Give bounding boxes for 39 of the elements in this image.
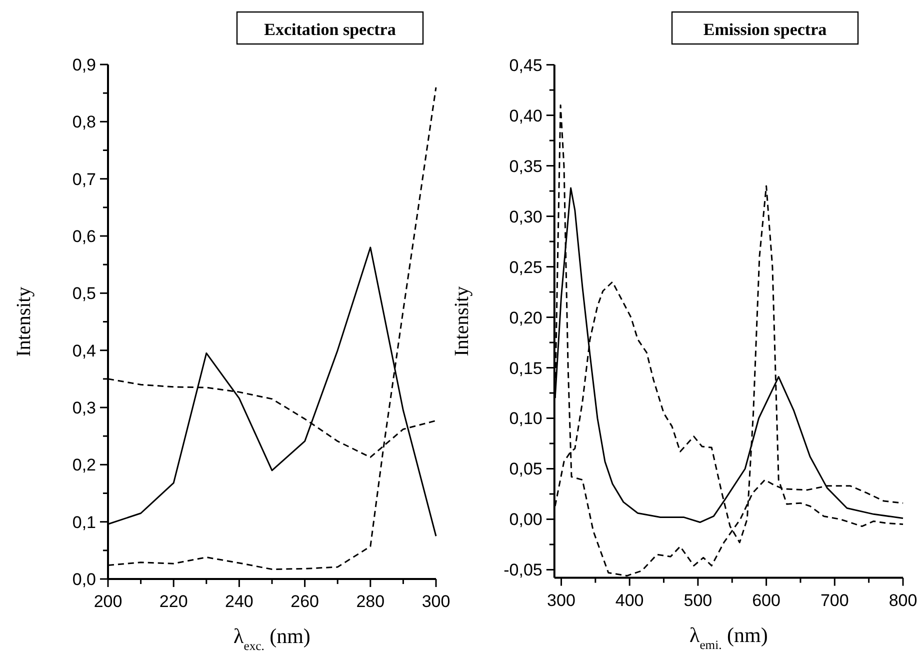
- x-tick-label: 200: [94, 592, 122, 611]
- x-tick-label: 800: [888, 590, 918, 610]
- y-tick-label: 0,30: [509, 207, 542, 226]
- y-tick-label: 0,4: [72, 341, 96, 360]
- x-axis-title: λ$_{emi.}$ (nm): [690, 622, 768, 652]
- y-tick-label: 0,5: [72, 284, 96, 304]
- y-tick-label: 0,25: [509, 258, 542, 277]
- x-tick-label: 600: [752, 590, 780, 610]
- y-axis-title: Intensity: [13, 286, 35, 357]
- x-tick-label: 700: [820, 590, 849, 610]
- x-axis-title: λ$_{exc.}$ (nm): [234, 624, 310, 653]
- y-tick-label: 0,3: [72, 398, 96, 418]
- x-tick-label: 260: [290, 592, 319, 611]
- y-tick-label: 0,7: [72, 170, 96, 189]
- chart-title: Emission spectra: [703, 20, 828, 39]
- x-tick-label: 500: [684, 590, 712, 610]
- y-tick-label: -0,05: [504, 560, 542, 580]
- y-tick-label: 0,35: [509, 156, 542, 176]
- x-tick-label: 400: [615, 590, 644, 610]
- y-tick-label: 0,1: [72, 512, 96, 532]
- y-tick-label: 0,20: [509, 308, 542, 328]
- y-axis-title: Intensity: [451, 286, 473, 356]
- y-tick-label: 0,0: [72, 570, 96, 589]
- y-tick-label: 0,2: [72, 456, 96, 475]
- y-tick-label: 0,15: [509, 358, 542, 378]
- y-tick-label: 0,10: [509, 409, 542, 428]
- x-tick-label: 280: [356, 592, 385, 611]
- y-tick-label: 0,05: [509, 460, 542, 479]
- chart-title: Excitation spectra: [264, 20, 396, 39]
- y-tick-label: 0,9: [72, 56, 96, 74]
- y-tick-label: 0,00: [509, 510, 542, 530]
- x-tick-label: 300: [547, 590, 576, 610]
- y-tick-label: 0,40: [509, 106, 542, 126]
- y-tick-label: 0,45: [509, 56, 542, 75]
- y-tick-label: 0,8: [72, 112, 96, 132]
- x-tick-label: 240: [225, 592, 254, 611]
- y-tick-label: 0,6: [72, 227, 96, 246]
- x-tick-label: 300: [422, 592, 450, 611]
- x-tick-label: 220: [159, 592, 188, 611]
